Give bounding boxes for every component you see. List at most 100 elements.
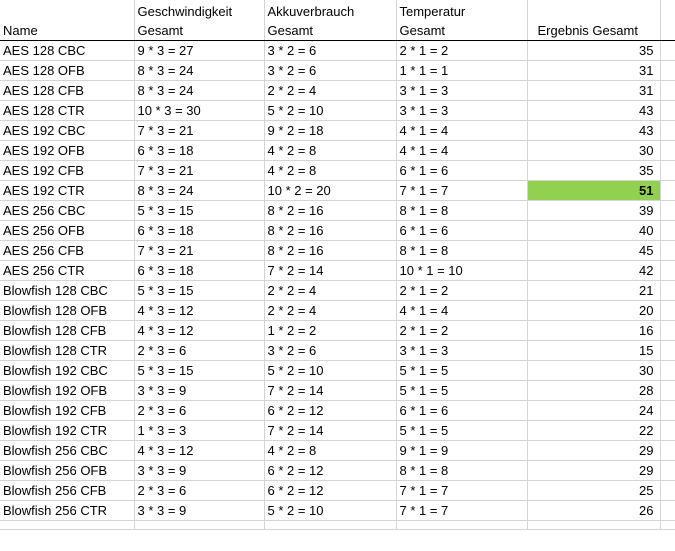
cell-result[interactable]: 29 (527, 440, 661, 461)
cell-akku[interactable]: 9 * 2 = 18 (264, 120, 397, 141)
cell-speed[interactable]: 4 * 3 = 12 (133, 300, 265, 321)
cell-akku[interactable]: 3 * 2 = 6 (264, 340, 397, 361)
cell-extra[interactable] (660, 220, 675, 241)
cell-temp[interactable]: 1 * 1 = 1 (396, 60, 528, 81)
cell-akku[interactable]: 2 * 2 = 4 (264, 280, 397, 301)
cell-name[interactable]: AES 128 CTR (0, 100, 135, 121)
cell-extra[interactable] (660, 320, 675, 341)
cell-temp[interactable]: 9 * 1 = 9 (396, 440, 528, 461)
cell-name[interactable]: Blowfish 192 OFB (0, 380, 135, 401)
header-temp-bottom[interactable]: Gesamt (396, 21, 528, 41)
cell-empty[interactable] (660, 520, 675, 530)
cell-name[interactable]: Blowfish 128 CFB (0, 320, 135, 341)
cell-name[interactable]: Blowfish 128 OFB (0, 300, 135, 321)
cell-akku[interactable]: 6 * 2 = 12 (264, 400, 397, 421)
header-akku-top[interactable]: Akkuverbrauch (264, 0, 397, 21)
cell-extra[interactable] (660, 460, 675, 481)
header-speed-top[interactable]: Geschwindigkeit (133, 0, 265, 21)
cell-temp[interactable]: 8 * 1 = 8 (396, 200, 528, 221)
cell-akku[interactable]: 3 * 2 = 6 (264, 60, 397, 81)
cell-extra[interactable] (660, 400, 675, 421)
cell-temp[interactable]: 7 * 1 = 7 (396, 480, 528, 501)
cell-extra[interactable] (660, 200, 675, 221)
cell-empty[interactable] (264, 520, 397, 530)
cell-empty[interactable] (527, 520, 661, 530)
cell-name[interactable]: AES 128 CFB (0, 80, 135, 101)
header-result[interactable]: Ergebnis Gesamt (527, 21, 661, 41)
cell-akku[interactable]: 2 * 2 = 4 (264, 80, 397, 101)
cell-name[interactable]: Blowfish 256 CBC (0, 440, 135, 461)
cell-extra[interactable] (660, 120, 675, 141)
cell-empty[interactable] (396, 520, 528, 530)
cell-result[interactable]: 28 (527, 380, 661, 401)
cell-extra[interactable] (660, 420, 675, 441)
cell-speed[interactable]: 5 * 3 = 15 (133, 360, 265, 381)
cell-extra[interactable] (660, 280, 675, 301)
cell-extra[interactable] (660, 100, 675, 121)
cell-akku[interactable]: 8 * 2 = 16 (264, 220, 397, 241)
cell-akku[interactable]: 6 * 2 = 12 (264, 480, 397, 501)
cell-name[interactable]: AES 128 CBC (0, 40, 135, 61)
cell-akku[interactable]: 4 * 2 = 8 (264, 440, 397, 461)
cell-extra[interactable] (660, 440, 675, 461)
cell-extra[interactable] (660, 40, 675, 61)
header-extra-cell[interactable] (660, 21, 675, 41)
cell-temp[interactable]: 3 * 1 = 3 (396, 80, 528, 101)
cell-temp[interactable]: 8 * 1 = 8 (396, 460, 528, 481)
cell-temp[interactable]: 5 * 1 = 5 (396, 360, 528, 381)
cell-result[interactable]: 35 (527, 40, 661, 61)
cell-temp[interactable]: 3 * 1 = 3 (396, 100, 528, 121)
cell-result[interactable]: 31 (527, 60, 661, 81)
cell-extra[interactable] (660, 300, 675, 321)
cell-extra[interactable] (660, 260, 675, 281)
cell-temp[interactable]: 10 * 1 = 10 (396, 260, 528, 281)
cell-akku[interactable]: 4 * 2 = 8 (264, 140, 397, 161)
cell-extra[interactable] (660, 380, 675, 401)
cell-name[interactable]: Blowfish 128 CTR (0, 340, 135, 361)
cell-speed[interactable]: 10 * 3 = 30 (133, 100, 265, 121)
cell-speed[interactable]: 7 * 3 = 21 (133, 160, 265, 181)
cell-temp[interactable]: 2 * 1 = 2 (396, 280, 528, 301)
cell-name[interactable]: Blowfish 128 CBC (0, 280, 135, 301)
cell-speed[interactable]: 7 * 3 = 21 (133, 240, 265, 261)
cell-name[interactable]: AES 192 CFB (0, 160, 135, 181)
cell-empty[interactable] (133, 520, 265, 530)
cell-result[interactable]: 45 (527, 240, 661, 261)
cell-extra[interactable] (660, 160, 675, 181)
cell-temp[interactable]: 8 * 1 = 8 (396, 240, 528, 261)
cell-name[interactable]: Blowfish 192 CBC (0, 360, 135, 381)
cell-speed[interactable]: 2 * 3 = 6 (133, 400, 265, 421)
cell-akku[interactable]: 7 * 2 = 14 (264, 420, 397, 441)
cell-name[interactable]: AES 256 OFB (0, 220, 135, 241)
cell-speed[interactable]: 8 * 3 = 24 (133, 180, 265, 201)
header-name[interactable]: Name (0, 21, 135, 41)
cell-temp[interactable]: 2 * 1 = 2 (396, 320, 528, 341)
cell-akku[interactable]: 8 * 2 = 16 (264, 240, 397, 261)
cell-speed[interactable]: 3 * 3 = 9 (133, 380, 265, 401)
cell-result[interactable]: 24 (527, 400, 661, 421)
cell-name[interactable]: AES 192 CBC (0, 120, 135, 141)
cell-empty[interactable] (0, 520, 135, 530)
cell-temp[interactable]: 6 * 1 = 6 (396, 220, 528, 241)
cell-akku[interactable]: 1 * 2 = 2 (264, 320, 397, 341)
cell-result[interactable]: 30 (527, 360, 661, 381)
cell-result[interactable]: 30 (527, 140, 661, 161)
cell-extra[interactable] (660, 80, 675, 101)
cell-speed[interactable]: 6 * 3 = 18 (133, 260, 265, 281)
cell-result[interactable]: 31 (527, 80, 661, 101)
cell-extra[interactable] (660, 360, 675, 381)
header-temp-top[interactable]: Temperatur (396, 0, 528, 21)
cell-speed[interactable]: 8 * 3 = 24 (133, 80, 265, 101)
cell-akku[interactable]: 3 * 2 = 6 (264, 40, 397, 61)
cell-temp[interactable]: 4 * 1 = 4 (396, 140, 528, 161)
cell-result[interactable]: 21 (527, 280, 661, 301)
header-akku-bottom[interactable]: Gesamt (264, 21, 397, 41)
cell-extra[interactable] (660, 240, 675, 261)
cell-result[interactable]: 40 (527, 220, 661, 241)
cell-extra[interactable] (660, 60, 675, 81)
cell-result[interactable]: 35 (527, 160, 661, 181)
cell-temp[interactable]: 3 * 1 = 3 (396, 340, 528, 361)
cell-extra[interactable] (660, 500, 675, 521)
cell-extra[interactable] (660, 340, 675, 361)
cell-akku[interactable]: 7 * 2 = 14 (264, 380, 397, 401)
